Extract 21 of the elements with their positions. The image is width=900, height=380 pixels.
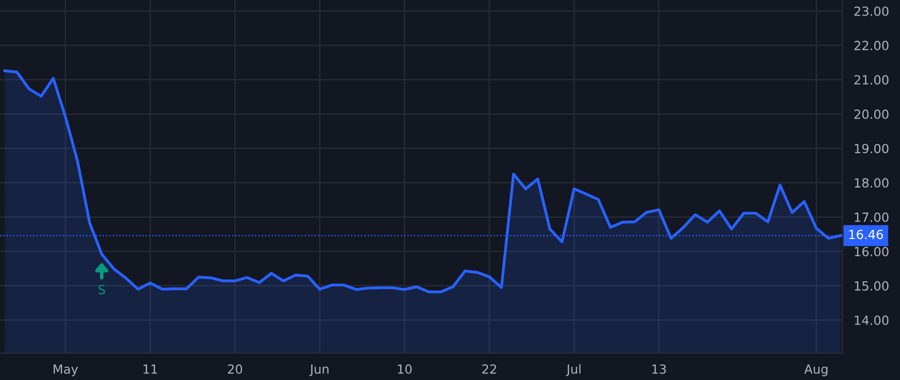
x-tick-label: 10 bbox=[398, 364, 412, 374]
y-tick-label: 18.00 bbox=[854, 178, 888, 188]
x-tick-label: Jul bbox=[566, 364, 580, 376]
y-tick-label: 20.00 bbox=[854, 109, 888, 119]
y-tick-label: 17.00 bbox=[854, 212, 888, 222]
x-tick-label: 20 bbox=[228, 364, 242, 374]
x-tick-label: 11 bbox=[144, 364, 157, 374]
y-tick-label: 15.00 bbox=[854, 281, 888, 291]
y-tick-label: 23.00 bbox=[854, 6, 888, 16]
y-tick-label: 19.00 bbox=[854, 144, 888, 154]
y-tick-label: 16.00 bbox=[854, 246, 888, 256]
x-tick-label: Aug bbox=[804, 364, 828, 376]
annotation: S bbox=[98, 284, 106, 294]
x-tick-label: 22 bbox=[482, 364, 496, 374]
x-tick-label: 13 bbox=[652, 364, 666, 374]
y-tick-label: 14.00 bbox=[854, 316, 888, 325]
y-tick-label: 21.00 bbox=[854, 75, 888, 85]
y-tick-label: 22.00 bbox=[854, 40, 888, 50]
x-tick-label: Jun bbox=[309, 364, 328, 376]
ref-line-label: 16.46 bbox=[849, 230, 883, 240]
x-tick-label: May bbox=[54, 364, 78, 376]
